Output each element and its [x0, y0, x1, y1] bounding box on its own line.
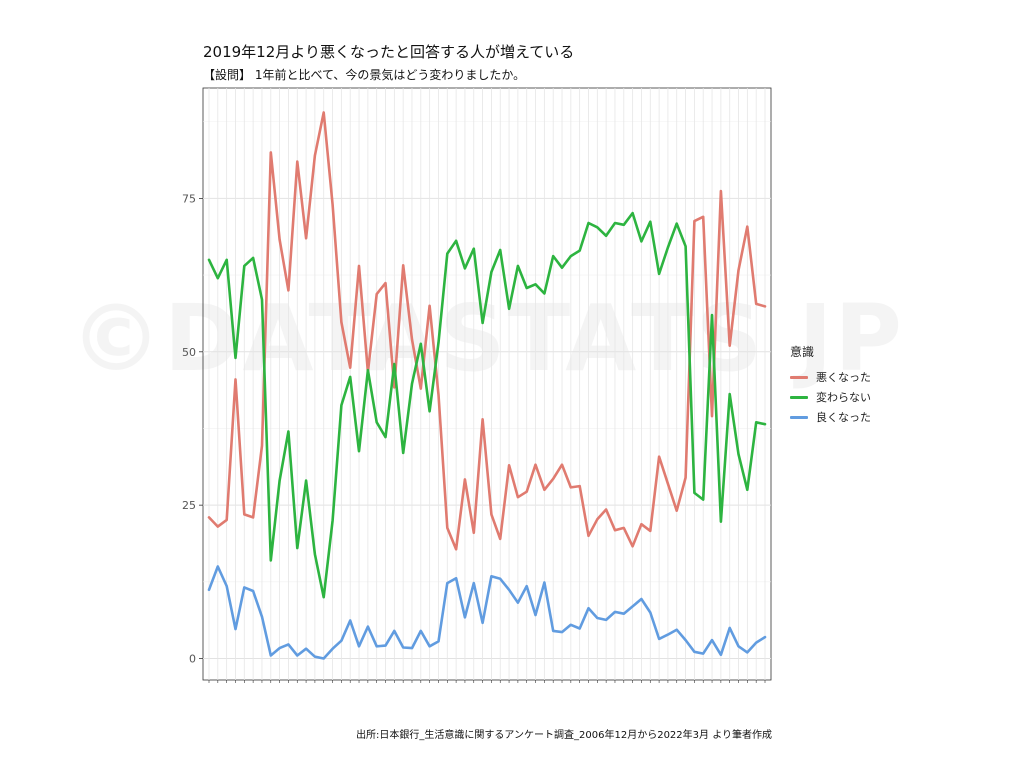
y-tick-label: 50	[182, 346, 196, 359]
legend-swatch-worse	[790, 375, 808, 379]
legend-item-same: 変わらない	[790, 387, 871, 407]
legend-swatch-better	[790, 415, 808, 419]
x-axis-ticks	[208, 680, 766, 683]
y-axis-ticks: 0 25 50 75	[182, 192, 203, 666]
y-tick-label: 75	[182, 192, 196, 205]
legend-label-worse: 悪くなった	[816, 371, 871, 384]
grid	[202, 87, 772, 681]
plot-panel	[202, 87, 772, 681]
series-lines	[207, 111, 767, 660]
chart-caption: 出所:日本銀行_生活意識に関するアンケート調査_2006年12月から2022年3…	[356, 730, 772, 741]
legend-item-better: 良くなった	[790, 407, 871, 427]
series-line-better	[207, 565, 767, 660]
legend-label-better: 良くなった	[816, 411, 871, 424]
legend-swatch-same	[790, 395, 808, 399]
legend: 意識 悪くなった 変わらない 良くなった	[790, 343, 871, 427]
legend-title: 意識	[790, 345, 815, 359]
series-line-worse	[207, 111, 767, 551]
y-tick-label: 0	[189, 653, 196, 666]
chart-subtitle: 【設問】 1年前と比べて、今の景気はどう変わりましたか。	[203, 68, 526, 82]
legend-item-worse: 悪くなった	[790, 367, 871, 387]
series-line-same	[207, 211, 767, 599]
y-tick-label: 25	[182, 499, 196, 512]
chart-title: 2019年12月より悪くなったと回答する人が増えている	[203, 43, 575, 61]
legend-label-same: 変わらない	[816, 391, 871, 404]
